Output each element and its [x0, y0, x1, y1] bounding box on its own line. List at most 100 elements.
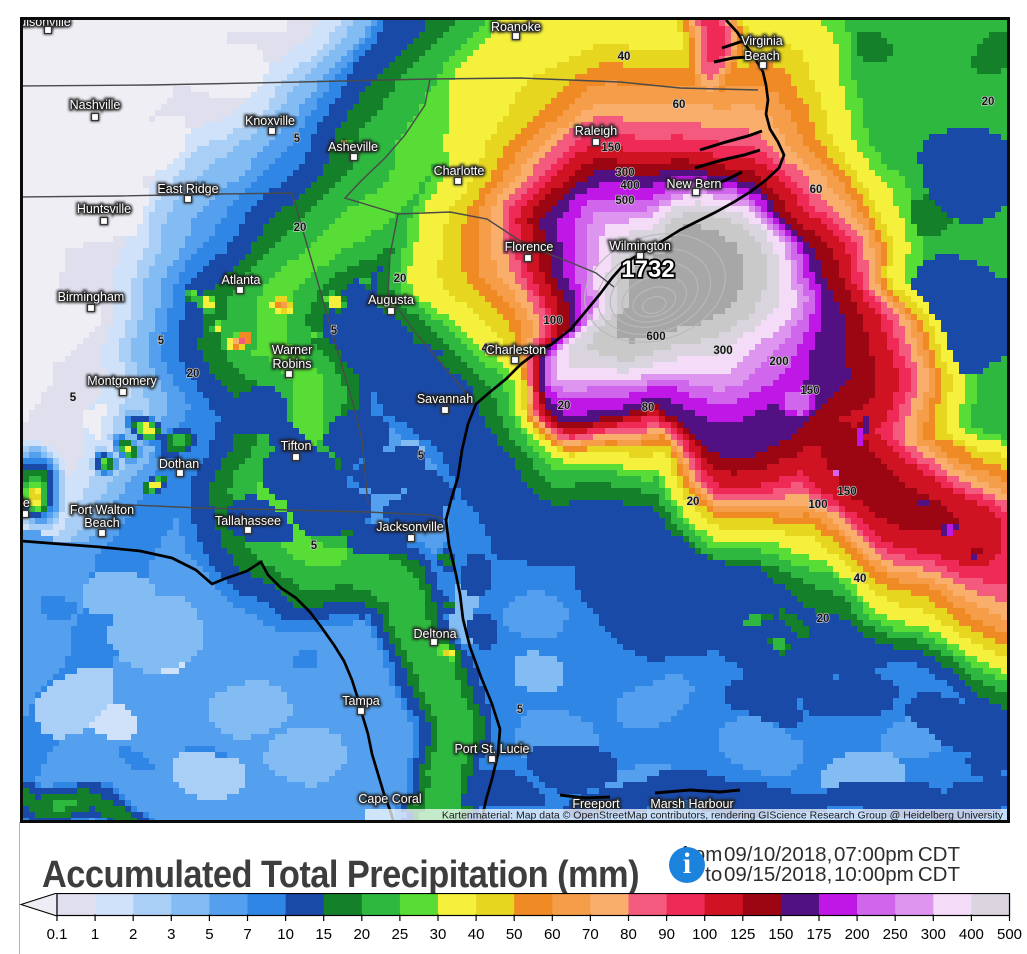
svg-text:East Ridge: East Ridge	[157, 182, 218, 196]
svg-text:100: 100	[543, 315, 562, 327]
svg-text:60: 60	[673, 99, 686, 111]
svg-text:7: 7	[243, 926, 251, 943]
svg-text:Virginia: Virginia	[741, 34, 783, 48]
svg-text:300: 300	[921, 926, 946, 943]
svg-text:Beach: Beach	[84, 516, 119, 530]
svg-text:Port St. Lucie: Port St. Lucie	[454, 742, 529, 756]
svg-text:le: le	[23, 496, 30, 510]
svg-text:40: 40	[482, 343, 495, 355]
svg-text:1: 1	[91, 926, 99, 943]
svg-text:20: 20	[982, 96, 995, 108]
svg-text:Robins: Robins	[273, 357, 312, 371]
svg-text:le: le	[23, 496, 30, 510]
svg-text:Raleigh: Raleigh	[575, 124, 617, 138]
svg-text:Roanoke: Roanoke	[491, 20, 541, 34]
svg-text:Dothan: Dothan	[159, 457, 199, 471]
svg-text:5: 5	[311, 540, 318, 552]
svg-text:80: 80	[642, 402, 655, 414]
svg-text:150: 150	[800, 385, 819, 397]
svg-text:15: 15	[315, 926, 332, 943]
svg-text:Montgomery: Montgomery	[87, 374, 157, 388]
svg-text:Raleigh: Raleigh	[575, 124, 617, 138]
svg-text:Cape Coral: Cape Coral	[358, 792, 421, 806]
svg-text:Tifton: Tifton	[281, 439, 312, 453]
svg-text:30: 30	[430, 926, 447, 943]
svg-text:Montgomery: Montgomery	[87, 374, 157, 388]
svg-text:Jacksonville: Jacksonville	[376, 520, 443, 534]
svg-text:Atlanta: Atlanta	[222, 273, 261, 287]
svg-text:uisonville: uisonville	[23, 20, 71, 29]
svg-text:5: 5	[331, 325, 338, 337]
svg-text:Freeport: Freeport	[572, 797, 620, 811]
svg-text:5: 5	[418, 450, 425, 462]
svg-text:Knoxville: Knoxville	[245, 114, 295, 128]
svg-text:Charlotte: Charlotte	[434, 164, 485, 178]
svg-text:500: 500	[615, 195, 634, 207]
svg-text:100: 100	[692, 926, 717, 943]
svg-text:200: 200	[845, 926, 870, 943]
svg-text:Asheville: Asheville	[328, 140, 378, 154]
svg-text:Warner: Warner	[272, 343, 313, 357]
svg-text:20: 20	[294, 222, 307, 234]
svg-text:80: 80	[620, 926, 637, 943]
svg-text:5: 5	[517, 704, 524, 716]
svg-text:Tampa: Tampa	[342, 694, 380, 708]
svg-text:175: 175	[806, 926, 831, 943]
svg-text:2: 2	[129, 926, 137, 943]
svg-text:Wilmington: Wilmington	[609, 239, 671, 253]
svg-text:Fort Walton: Fort Walton	[70, 503, 134, 517]
svg-text:300: 300	[713, 345, 732, 357]
svg-text:Birmingham: Birmingham	[58, 290, 125, 304]
svg-text:Beach: Beach	[744, 49, 779, 63]
svg-text:Beach: Beach	[744, 49, 779, 63]
svg-text:Roanoke: Roanoke	[491, 20, 541, 34]
svg-text:60: 60	[544, 926, 561, 943]
svg-text:20: 20	[394, 273, 407, 285]
svg-text:Beach: Beach	[84, 516, 119, 530]
svg-text:70: 70	[582, 926, 599, 943]
svg-text:150: 150	[768, 926, 793, 943]
svg-text:Marsh Harbour: Marsh Harbour	[650, 797, 733, 811]
svg-text:Charlotte: Charlotte	[434, 164, 485, 178]
svg-text:Warner: Warner	[272, 343, 313, 357]
svg-text:20: 20	[817, 613, 830, 625]
svg-text:Deltona: Deltona	[413, 627, 456, 641]
svg-text:Fort Walton: Fort Walton	[70, 503, 134, 517]
svg-text:New Bern: New Bern	[667, 177, 722, 191]
svg-text:Nashville: Nashville	[70, 98, 121, 112]
svg-text:Charleston: Charleston	[486, 343, 546, 357]
svg-text:5: 5	[294, 133, 301, 145]
svg-text:20: 20	[353, 926, 370, 943]
svg-text:Kartenmaterial: Map data © Ope: Kartenmaterial: Map data © OpenStreetMap…	[442, 810, 1004, 821]
svg-text:Wilmington: Wilmington	[609, 239, 671, 253]
svg-text:Savannah: Savannah	[417, 392, 473, 406]
svg-text:500: 500	[997, 926, 1022, 943]
svg-text:0.1: 0.1	[47, 926, 68, 943]
svg-text:300: 300	[615, 167, 634, 179]
svg-text:Savannah: Savannah	[417, 392, 473, 406]
svg-text:uisonville: uisonville	[23, 20, 71, 29]
svg-text:90: 90	[658, 926, 675, 943]
svg-text:Tallahassee: Tallahassee	[215, 514, 281, 528]
svg-text:Deltona: Deltona	[413, 627, 456, 641]
svg-text:125: 125	[730, 926, 755, 943]
svg-text:East Ridge: East Ridge	[157, 182, 218, 196]
svg-text:150: 150	[601, 142, 620, 154]
svg-text:New Bern: New Bern	[667, 177, 722, 191]
svg-text:Knoxville: Knoxville	[245, 114, 295, 128]
svg-text:40: 40	[468, 926, 485, 943]
svg-text:400: 400	[620, 180, 639, 192]
svg-text:3: 3	[167, 926, 175, 943]
svg-text:5: 5	[158, 335, 165, 347]
svg-text:5: 5	[205, 926, 213, 943]
svg-text:150: 150	[837, 486, 856, 498]
svg-text:60: 60	[810, 184, 823, 196]
svg-text:Tallahassee: Tallahassee	[215, 514, 281, 528]
svg-text:50: 50	[506, 926, 523, 943]
svg-text:Dothan: Dothan	[159, 457, 199, 471]
svg-text:20: 20	[558, 400, 571, 412]
svg-text:Nashville: Nashville	[70, 98, 121, 112]
svg-text:20: 20	[187, 368, 200, 380]
svg-text:100: 100	[808, 499, 827, 511]
svg-text:5: 5	[70, 392, 77, 404]
